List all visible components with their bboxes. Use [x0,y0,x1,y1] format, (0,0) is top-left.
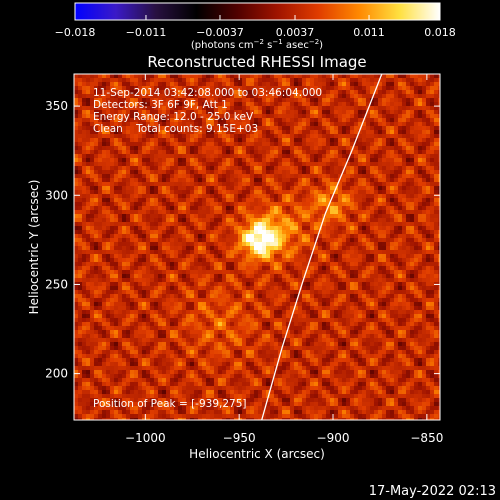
colorbar-gradient [74,2,441,21]
x-axis-title: Heliocentric X (arcsec) [189,447,325,461]
info-line-counts: Clean Total counts: 9.15E+03 [93,123,258,135]
x-tick-label: −950 [223,431,256,445]
peak-position-label: Position of Peak = [-939,275] [93,398,247,410]
info-block: 11-Sep-2014 03:42:08.000 to 03:46:04.000… [93,87,322,135]
heatmap-image [74,74,440,420]
colorbar-ticks: −0.018 −0.011 −0.0037 0.0037 0.011 0.018 [55,15,456,39]
info-line-detectors: Detectors: 3F 6F 9F, Att 1 [93,99,228,111]
solar-limb-line [261,74,383,420]
info-line-energy: Energy Range: 12.0 - 25.0 keV [93,111,254,123]
chart-title: Reconstructed RHESSI Image [147,53,366,71]
colorbar-tick-label: −0.018 [55,26,96,39]
footer-timestamp: 17-May-2022 02:13 [369,484,496,499]
colorbar-units-label: (photons cm−2 s−1 asec−2) [191,38,323,51]
colorbar-tick-label: 0.0037 [276,26,315,39]
y-tick-label: 300 [45,188,68,202]
colorbar: −0.018 −0.011 −0.0037 0.0037 0.011 0.018 (pho… [55,2,456,51]
y-tick-label: 250 [45,277,68,291]
colorbar-tick-label: −0.011 [126,26,167,39]
y-axis-ticks: 200 250 300 350 [45,99,440,381]
y-tick-label: 350 [45,99,68,113]
info-line-time: 11-Sep-2014 03:42:08.000 to 03:46:04.000 [93,87,322,99]
x-tick-label: −850 [410,431,443,445]
colorbar-tick-label: 0.018 [424,26,456,39]
x-axis-ticks: −1000 −950 −900 −850 [125,74,443,445]
y-tick-label: 200 [45,367,68,381]
x-tick-label: −1000 [125,431,166,445]
colorbar-tick-label: −0.0037 [196,26,244,39]
plot-frame [73,73,441,421]
colorbar-tick-label: 0.011 [353,26,385,39]
x-tick-label: −900 [317,431,350,445]
y-axis-title: Heliocentric Y (arcsec) [27,180,41,315]
